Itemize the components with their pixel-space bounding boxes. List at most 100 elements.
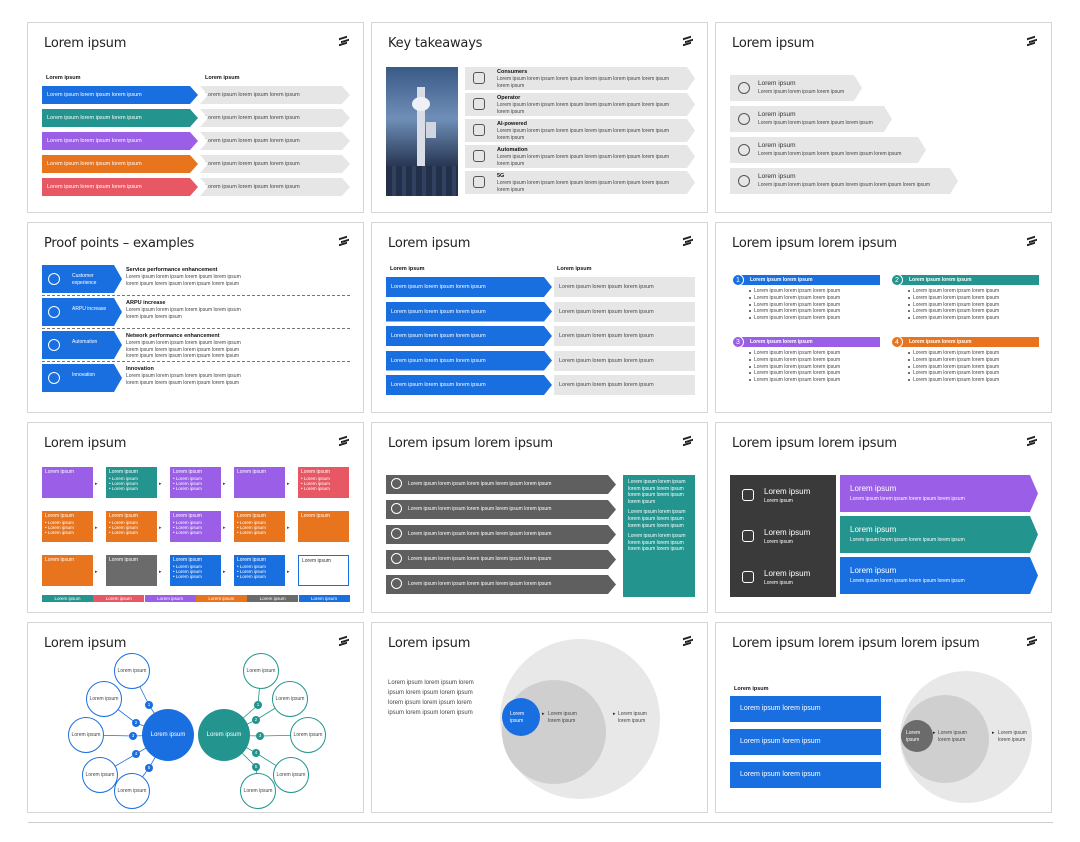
antenna-icon <box>738 82 750 94</box>
grey-box[interactable]: Lorem ipsum lorem ipsum lorem ipsum <box>554 277 695 297</box>
process-box[interactable]: Lorem ipsum • Lorem ipsum • Lorem ipsum • L… <box>106 511 157 542</box>
grey-arrow[interactable]: Lorem ipsum lorem ipsum lorem ipsum <box>200 86 350 104</box>
proof-tab[interactable]: Innovation <box>42 364 122 392</box>
mind-node[interactable]: Lorem ipsum <box>240 773 276 809</box>
grey-arrow[interactable]: Lorem ipsum lorem ipsum lorem ipsum <box>200 109 350 127</box>
mind-node[interactable]: Lorem ipsum <box>82 757 118 793</box>
center-node[interactable]: Lorem ipsum <box>142 709 194 761</box>
takeaway-row[interactable]: 5G Lorem ipsum lorem ipsum lorem ipsum lo… <box>465 171 695 194</box>
mind-node[interactable]: Lorem ipsum <box>272 681 308 717</box>
process-box[interactable]: Lorem ipsum <box>106 555 157 586</box>
blue-arrow[interactable]: Lorem ipsum lorem ipsum lorem ipsum <box>386 277 552 297</box>
color-arrow[interactable]: Lorem ipsum lorem ipsum lorem ipsum <box>42 178 198 196</box>
grey-arrow[interactable]: Lorem ipsum lorem ipsum lorem ipsum <box>200 155 350 173</box>
takeaway-row[interactable]: Consumers Lorem ipsum lorem ipsum lorem i… <box>465 67 695 90</box>
slide-11[interactable]: Lorem ipsum Lorem ipsum lorem ipsum lore… <box>371 622 708 813</box>
blue-arrow[interactable]: Lorem ipsum lorem ipsum lorem ipsum <box>386 375 552 395</box>
grey-box[interactable]: Lorem ipsum lorem ipsum lorem ipsum <box>554 326 695 346</box>
slide-4[interactable]: Proof points – examples Customer experie… <box>27 222 364 413</box>
blue-box[interactable]: Lorem ipsum lorem ipsum <box>730 729 881 755</box>
grey-arrow-step[interactable]: Lorem ipsum Lorem ipsum lorem ipsum lorem… <box>730 137 926 163</box>
grey-box[interactable]: Lorem ipsum lorem ipsum lorem ipsum <box>554 375 695 395</box>
slide-12[interactable]: Lorem ipsum lorem ipsum lorem ipsum Lore… <box>715 622 1052 813</box>
process-box[interactable]: Lorem ipsum • Lorem ipsum • Lorem ipsum • L… <box>298 467 349 498</box>
proof-tab[interactable]: Customer experience <box>42 265 122 293</box>
mind-node[interactable]: Lorem ipsum <box>86 681 122 717</box>
process-bullet: • Lorem ipsum <box>173 568 202 574</box>
process-box[interactable]: Lorem ipsum • Lorem ipsum • Lorem ipsum • L… <box>170 511 221 542</box>
column-heading: Lorem ipsum <box>205 75 240 81</box>
dark-arrow-row[interactable]: Lorem ipsum lorem ipsum lorem ipsum lore… <box>386 525 616 544</box>
legend-bar: Lorem ipsum <box>298 595 350 602</box>
process-label: Lorem ipsum <box>173 513 202 519</box>
grey-arrow-step[interactable]: Lorem ipsum Lorem ipsum lorem ipsum lorem… <box>730 168 958 194</box>
mind-node[interactable]: Lorem ipsum <box>243 653 279 689</box>
slide-2[interactable]: Key takeaways Consumers Lorem ipsum lorem… <box>371 22 708 213</box>
process-box[interactable]: Lorem ipsum <box>42 555 93 586</box>
mind-node[interactable]: Lorem ipsum <box>68 717 104 753</box>
process-label: Lorem ipsum <box>45 557 74 563</box>
color-arrow-block[interactable]: Lorem ipsum Lorem ipsum lorem ipsum lorem… <box>840 557 1038 594</box>
bullet-dot <box>908 303 910 306</box>
color-arrow[interactable]: Lorem ipsum lorem ipsum lorem ipsum <box>42 86 198 104</box>
process-box[interactable]: Lorem ipsum <box>234 467 285 498</box>
slide-9[interactable]: Lorem ipsum lorem ipsum Lorem ipsum Lorem… <box>715 422 1052 613</box>
bullet-dot <box>908 296 910 299</box>
takeaway-row[interactable]: Automation Lorem ipsum lorem ipsum lorem … <box>465 145 695 168</box>
grey-box[interactable]: Lorem ipsum lorem ipsum lorem ipsum <box>554 301 695 322</box>
blue-arrow[interactable]: Lorem ipsum lorem ipsum lorem ipsum <box>386 351 552 371</box>
bullet-item: Lorem ipsum lorem ipsum lorem ipsum <box>754 363 841 370</box>
process-box[interactable]: Lorem ipsum • Lorem ipsum • Lorem ipsum • L… <box>170 555 221 586</box>
slide-7[interactable]: Lorem ipsum Lorem ipsum ▸ Lorem ipsum • Lor… <box>27 422 364 613</box>
takeaway-row[interactable]: Operator Lorem ipsum lorem ipsum lorem ip… <box>465 93 695 116</box>
process-label: Lorem ipsum <box>109 513 138 519</box>
process-box[interactable]: Lorem ipsum • Lorem ipsum • Lorem ipsum • L… <box>42 511 93 542</box>
grey-box[interactable]: Lorem ipsum lorem ipsum lorem ipsum <box>554 350 695 371</box>
slide-10[interactable]: Lorem ipsum Lorem ipsum 1 Lorem ipsum 2 Lore… <box>27 622 364 813</box>
process-box[interactable]: Lorem ipsum <box>298 555 349 586</box>
color-arrow[interactable]: Lorem ipsum lorem ipsum lorem ipsum <box>42 155 198 173</box>
blue-box[interactable]: Lorem ipsum lorem ipsum <box>730 762 881 788</box>
color-arrow-block[interactable]: Lorem ipsum Lorem ipsum lorem ipsum lorem… <box>840 516 1038 553</box>
slide-8[interactable]: Lorem ipsum lorem ipsum Lorem ipsum lore… <box>371 422 708 613</box>
dark-arrow-row[interactable]: Lorem ipsum lorem ipsum lorem ipsum lore… <box>386 550 616 569</box>
center-node[interactable]: Lorem ipsum <box>198 709 250 761</box>
proof-tab[interactable]: Automation <box>42 331 122 359</box>
mind-node[interactable]: Lorem ipsum <box>114 653 150 689</box>
process-box[interactable]: Lorem ipsum <box>298 511 349 542</box>
grey-arrow[interactable]: Lorem ipsum lorem ipsum lorem ipsum <box>200 178 350 196</box>
color-arrow[interactable]: Lorem ipsum lorem ipsum lorem ipsum <box>42 109 198 127</box>
proof-tab[interactable]: ARPU increase <box>42 298 122 326</box>
process-box[interactable]: Lorem ipsum <box>42 467 93 498</box>
chip-icon <box>473 124 485 136</box>
grey-arrow[interactable]: Lorem ipsum lorem ipsum lorem ipsum <box>200 132 350 150</box>
process-bullet: • Lorem ipsum <box>109 485 138 491</box>
slide-5[interactable]: Lorem ipsum Lorem ipsum Lorem ipsum Lore… <box>371 222 708 413</box>
process-box[interactable]: Lorem ipsum • Lorem ipsum • Lorem ipsum • L… <box>170 467 221 498</box>
slide-1[interactable]: Lorem ipsum Lorem ipsum Lorem ipsum Lore… <box>27 22 364 213</box>
mind-node[interactable]: Lorem ipsum <box>290 717 326 753</box>
blue-arrow[interactable]: Lorem ipsum lorem ipsum lorem ipsum <box>386 302 552 322</box>
grey-arrow-step[interactable]: Lorem ipsum Lorem ipsum lorem ipsum lorem… <box>730 75 862 101</box>
color-arrow[interactable]: Lorem ipsum lorem ipsum lorem ipsum <box>42 132 198 150</box>
blue-arrow[interactable]: Lorem ipsum lorem ipsum lorem ipsum <box>386 326 552 346</box>
dark-arrow-row[interactable]: Lorem ipsum lorem ipsum lorem ipsum lore… <box>386 500 616 519</box>
process-box[interactable]: Lorem ipsum • Lorem ipsum • Lorem ipsum • L… <box>106 467 157 498</box>
slide-6[interactable]: Lorem ipsum lorem ipsum 1 Lorem ipsum lor… <box>715 222 1052 413</box>
process-box[interactable]: Lorem ipsum • Lorem ipsum • Lorem ipsum • L… <box>234 555 285 586</box>
process-box[interactable]: Lorem ipsum • Lorem ipsum • Lorem ipsum • L… <box>234 511 285 542</box>
color-arrow-block[interactable]: Lorem ipsum Lorem ipsum lorem ipsum lorem… <box>840 475 1038 512</box>
bullet-dot <box>749 296 751 299</box>
dark-arrow-row[interactable]: Lorem ipsum lorem ipsum lorem ipsum lore… <box>386 475 616 494</box>
grey-arrow-step[interactable]: Lorem ipsum Lorem ipsum lorem ipsum lorem… <box>730 106 892 132</box>
slide-3[interactable]: Lorem ipsum Lorem ipsum Lorem ipsum lorem… <box>715 22 1052 213</box>
arrow-sub: Lorem ipsum lorem ipsum lorem ipsum lore… <box>850 537 965 543</box>
takeaway-row[interactable]: AI-powered Lorem ipsum lorem ipsum lorem … <box>465 119 695 142</box>
blue-box[interactable]: Lorem ipsum lorem ipsum <box>730 696 881 722</box>
process-bullet: • Lorem ipsum <box>237 573 266 579</box>
proof-label: ARPU increase <box>72 306 107 312</box>
mind-node[interactable]: Lorem ipsum <box>114 773 150 809</box>
mind-node[interactable]: Lorem ipsum <box>273 757 309 793</box>
dark-arrow-row[interactable]: Lorem ipsum lorem ipsum lorem ipsum lore… <box>386 575 616 594</box>
brand-logo <box>339 235 349 249</box>
